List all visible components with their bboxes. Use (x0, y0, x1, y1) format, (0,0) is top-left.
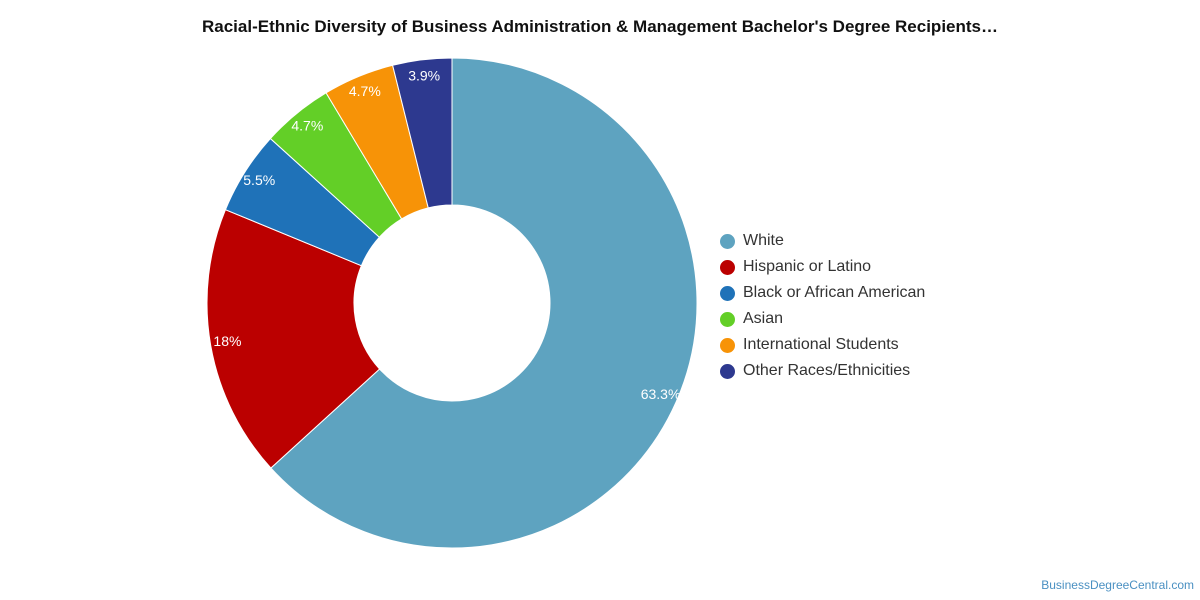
legend-item-asian[interactable]: Asian (720, 306, 925, 332)
slice-label-other-races-ethnicities: 3.9% (408, 67, 440, 83)
legend-swatch-icon (720, 285, 735, 301)
legend-item-other-races-ethnicities[interactable]: Other Races/Ethnicities (720, 358, 925, 384)
source-credit-link[interactable]: BusinessDegreeCentral.com (1041, 578, 1194, 592)
legend-label: Black or African American (743, 284, 926, 301)
legend-label: Asian (743, 310, 784, 327)
slice-label-asian: 4.7% (291, 117, 323, 133)
legend-item-white[interactable]: White (720, 228, 925, 254)
slice-label-hispanic-or-latino: 18% (213, 333, 241, 349)
legend-swatch-icon (720, 363, 735, 379)
legend-label: International Students (743, 336, 899, 353)
legend-swatch-icon (720, 311, 735, 327)
slice-other-races-ethnicities[interactable] (392, 57, 453, 209)
legend-label: White (743, 232, 784, 249)
legend-label: Hispanic or Latino (743, 258, 872, 275)
legend-item-black-or-african-american[interactable]: Black or African American (720, 280, 925, 306)
slice-label-black-or-african-american: 5.5% (243, 172, 275, 188)
slice-label-white: 63.3% (641, 386, 681, 402)
slice-label-international-students: 4.7% (349, 83, 381, 99)
legend-swatch-icon (720, 337, 735, 353)
slice-hispanic-or-latino[interactable] (206, 209, 381, 469)
chart-legend: White Hispanic or Latino Black or African … (720, 228, 925, 384)
legend-swatch-icon (720, 259, 735, 275)
legend-swatch-icon (720, 233, 735, 249)
legend-item-international-students[interactable]: International Students (720, 332, 925, 358)
chart-title: Racial-Ethnic Diversity of Business Admi… (201, 17, 998, 36)
legend-label: Other Races/Ethnicities (743, 362, 911, 379)
slice-white[interactable] (270, 57, 698, 549)
legend-item-hispanic-or-latino[interactable]: Hispanic or Latino (720, 254, 925, 280)
